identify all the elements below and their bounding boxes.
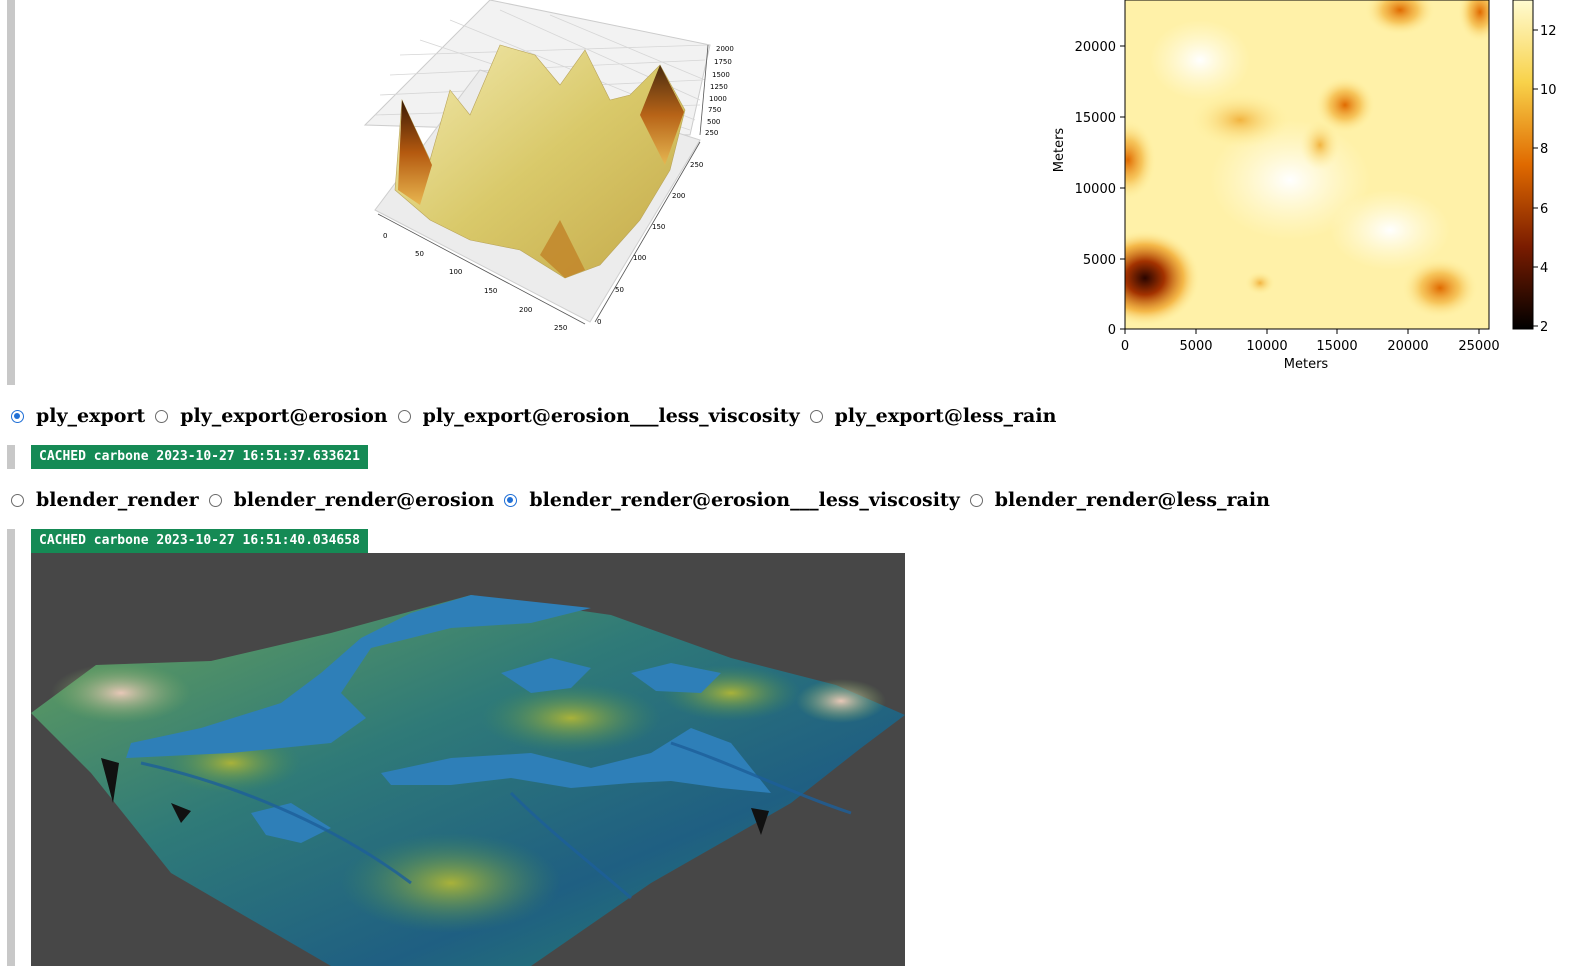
terrain-peak-front [540,220,585,278]
heatmap-chart: 0 5000 10000 15000 20000 0 5000 10000 15… [1052,0,1557,372]
tick-label: 250 [705,129,718,137]
heatmap-y-tick-labels: 0 5000 10000 15000 20000 [1075,40,1125,338]
tick-label: 15000 [1316,339,1357,354]
terrain-peak-right [640,65,684,165]
tick-label: 15000 [1075,111,1116,126]
blender-render-erosion-option-label[interactable]: blender_render@erosion [233,489,495,511]
tick-label: 750 [708,106,721,114]
tick-label: 10 [1540,83,1557,98]
terrain-3d-surface-plot: 2000 1750 1500 1250 1000 750 500 250 0 5… [363,0,734,332]
tick-label: 100 [449,268,462,276]
tick-label: 10000 [1246,339,1287,354]
ply-export-less-rain-option-label[interactable]: ply_export@less_rain [834,405,1057,427]
tick-label: 0 [597,318,601,326]
colorbar [1512,0,1534,330]
tick-label: 50 [615,286,624,294]
radio-button[interactable] [11,493,24,507]
tick-label: 10000 [1075,182,1116,197]
tick-label: 50 [415,250,424,258]
tick-label: 12 [1540,24,1557,39]
ply-export-option-label[interactable]: ply_export [36,405,146,427]
tick-label: 0 [1121,339,1129,354]
tick-label: 2 [1540,320,1548,335]
ply-export-erosion-less-viscosity-option[interactable]: ply_export@erosion___less_viscosity [397,405,800,427]
heatmap-x-tick-labels: 0 5000 10000 15000 20000 25000 [1121,329,1500,354]
tick-label: 1750 [714,58,732,66]
tick-label: 5000 [1179,339,1212,354]
heatmap-image [1125,0,1489,329]
tick-label: 1500 [712,71,730,79]
blender-render-cache-status-badge: CACHED carbone 2023-10-27 16:51:40.03465… [31,529,368,553]
radio-button[interactable] [969,493,983,507]
colorbar-tick-labels: 2 4 6 8 10 12 [1533,24,1557,335]
tick-label: 2000 [716,45,734,53]
tick-label: 5000 [1083,253,1116,268]
tick-label: 500 [707,118,720,126]
tick-label: 20000 [1075,40,1116,55]
tick-label: 250 [554,324,567,332]
z-axis-tick-labels: 2000 1750 1500 1250 1000 750 500 250 [705,45,734,137]
ply-export-cache-status-badge: CACHED carbone 2023-10-27 16:51:37.63362… [31,445,368,469]
x-axis-tick-labels: 0 50 100 150 200 250 [383,232,567,332]
blender-render-erosion-option[interactable]: blender_render@erosion [208,489,495,511]
tick-label: 25000 [1458,339,1499,354]
y-axis-tick-labels: 250 200 150 100 50 0 [597,161,703,326]
heatmap-y-axis-label: Meters [1052,128,1067,173]
ply-export-erosion-less-viscosity-option-label[interactable]: ply_export@erosion___less_viscosity [422,405,800,427]
terrain-surface [394,44,686,279]
output-gutter-bar [7,529,15,966]
terrain-edge-spikes [101,758,769,835]
tick-label: 100 [633,254,646,262]
blender-render-less-rain-option[interactable]: blender_render@less_rain [969,489,1270,511]
tick-label: 200 [672,192,685,200]
blender-render-erosion-less-viscosity-option[interactable]: blender_render@erosion___less_viscosity [504,489,960,511]
tick-label: 6 [1540,202,1548,217]
radio-button[interactable] [11,409,24,423]
output-gutter-bar [7,445,15,469]
ply-export-variant-selector: ply_export ply_export@erosion ply_export… [11,402,1066,430]
ply-export-option[interactable]: ply_export [11,405,145,427]
blender-render-option[interactable]: blender_render [11,489,199,511]
radio-button[interactable] [208,493,222,507]
tick-label: 150 [652,223,665,231]
terrain-peak-left [398,100,432,205]
tick-label: 20000 [1387,339,1428,354]
tick-label: 250 [690,161,703,169]
output-gutter-bar [7,0,15,385]
tick-label: 1250 [710,83,728,91]
radio-button[interactable] [504,493,518,507]
tick-label: 1000 [709,95,727,103]
blender-render-erosion-less-viscosity-option-label[interactable]: blender_render@erosion___less_viscosity [529,489,960,511]
tick-label: 150 [484,287,497,295]
ply-export-less-rain-option[interactable]: ply_export@less_rain [809,405,1057,427]
ply-export-erosion-option-label[interactable]: ply_export@erosion [180,405,388,427]
tick-label: 8 [1540,142,1548,157]
ply-export-erosion-option[interactable]: ply_export@erosion [155,405,388,427]
blender-render-image [31,553,905,966]
radio-button[interactable] [155,409,169,423]
blender-render-variant-selector: blender_render blender_render@erosion bl… [11,486,1280,514]
radio-button[interactable] [809,409,823,423]
tick-label: 200 [519,306,532,314]
blender-render-option-label[interactable]: blender_render [36,489,199,511]
heatmap-x-axis-label: Meters [1284,357,1329,372]
tick-label: 0 [1108,323,1116,338]
blender-render-less-rain-option-label[interactable]: blender_render@less_rain [994,489,1270,511]
tick-label: 4 [1540,261,1548,276]
tick-label: 0 [383,232,387,240]
radio-button[interactable] [397,409,411,423]
